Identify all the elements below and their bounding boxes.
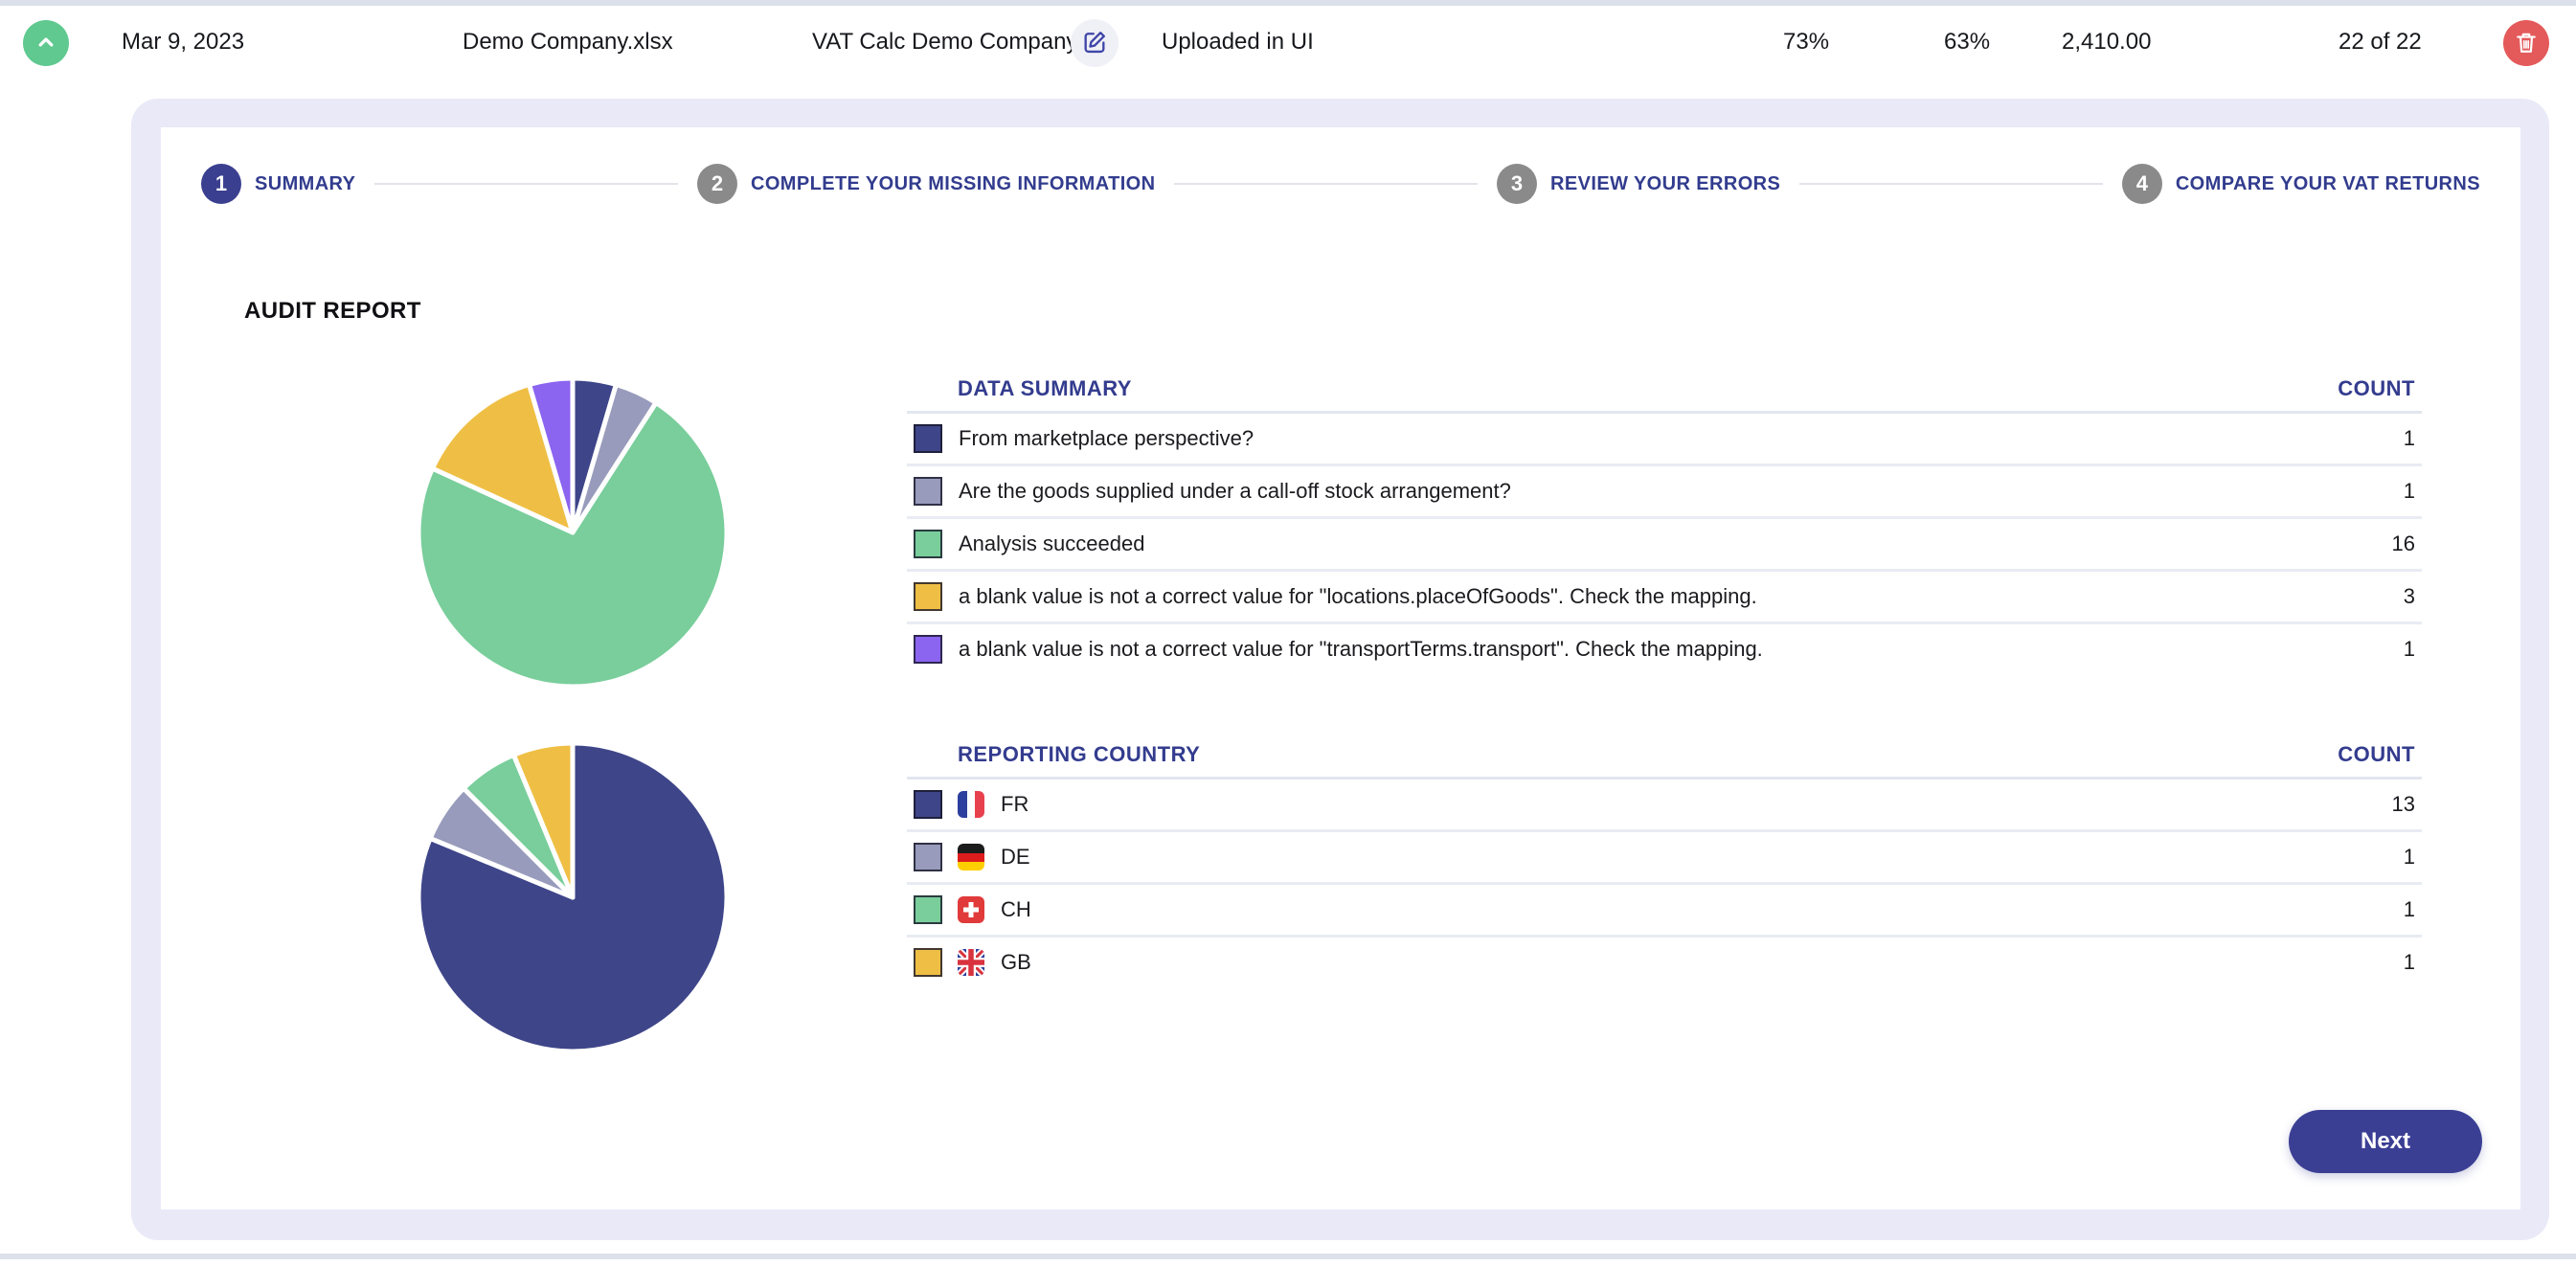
data-summary-row: a blank value is not a correct value for… xyxy=(907,572,2422,624)
reporting-country-row: GB 1 xyxy=(907,938,2422,987)
row-amount: 2,410.00 xyxy=(2062,29,2152,55)
series-color-swatch xyxy=(914,843,942,871)
pie-slice xyxy=(416,400,730,690)
edit-pencil-icon xyxy=(1081,29,1108,58)
flag-fr-icon xyxy=(958,791,984,818)
top-divider xyxy=(0,0,2576,6)
step-connector xyxy=(1799,183,2103,185)
data-summary-row: Are the goods supplied under a call-off … xyxy=(907,466,2422,519)
step-number-badge: 1 xyxy=(201,164,241,204)
row-label: a blank value is not a correct value for… xyxy=(959,637,1763,661)
step-connector xyxy=(1174,183,1479,185)
row-file-name: Demo Company.xlsx xyxy=(463,29,673,55)
step-summary[interactable]: 1 SUMMARY xyxy=(201,164,355,204)
row-label: a blank value is not a correct value for… xyxy=(959,584,1757,608)
pie-slice xyxy=(510,740,576,900)
step-label: REVIEW YOUR ERRORS xyxy=(1550,172,1781,194)
step-label: COMPLETE YOUR MISSING INFORMATION xyxy=(750,172,1156,194)
reporting-country-count-header: COUNT xyxy=(2338,742,2415,766)
data-summary-table-header: DATA SUMMARY COUNT xyxy=(907,367,2422,414)
delete-row-button[interactable] xyxy=(2503,20,2549,66)
reporting-country-rows: FR 13 DE 1 CH 1 GB 1 xyxy=(907,780,2422,987)
row-count: 1 xyxy=(2403,950,2415,974)
series-color-swatch xyxy=(914,790,942,819)
data-summary-title: DATA SUMMARY xyxy=(958,376,1132,400)
step-review-your-errors[interactable]: 3 REVIEW YOUR ERRORS xyxy=(1497,164,1780,204)
data-summary-row: From marketplace perspective? 1 xyxy=(907,414,2422,466)
row-label: From marketplace perspective? xyxy=(959,426,1254,450)
collapse-row-button[interactable] xyxy=(23,20,69,66)
series-color-swatch xyxy=(914,895,942,924)
row-label: Are the goods supplied under a call-off … xyxy=(959,479,1511,503)
pie-slice xyxy=(527,375,576,535)
data-summary-pie-chart xyxy=(413,373,733,692)
flag-ch-icon xyxy=(958,896,984,923)
reporting-country-row: DE 1 xyxy=(907,832,2422,885)
country-code: GB xyxy=(1001,950,1031,974)
step-label: SUMMARY xyxy=(255,172,356,194)
flag-de-icon xyxy=(958,844,984,870)
bottom-divider xyxy=(0,1254,2576,1259)
row-date: Mar 9, 2023 xyxy=(122,29,245,55)
stepper: 1 SUMMARY 2 COMPLETE YOUR MISSING INFORMATI… xyxy=(201,164,2480,204)
trash-icon xyxy=(2514,30,2539,57)
data-summary-rows: From marketplace perspective? 1 Are the go… xyxy=(907,414,2422,674)
step-label: COMPARE YOUR VAT RETURNS xyxy=(2175,172,2480,194)
audit-report-title: AUDIT REPORT xyxy=(244,298,421,324)
data-summary-count-header: COUNT xyxy=(2338,376,2415,400)
row-count: 1 xyxy=(2403,845,2415,869)
row-count: 1 xyxy=(2403,637,2415,661)
step-compare-your-vat-returns[interactable]: 4 COMPARE YOUR VAT RETURNS xyxy=(2121,164,2480,204)
row-metric-2: 63% xyxy=(1944,29,1991,55)
step-number-badge: 2 xyxy=(696,164,737,204)
reporting-country-title: REPORTING COUNTRY xyxy=(958,742,1201,766)
row-metric-1: 73% xyxy=(1783,29,1830,55)
row-count: 1 xyxy=(2403,897,2415,921)
step-number-badge: 3 xyxy=(1497,164,1538,204)
reporting-country-table-header: REPORTING COUNTRY COUNT xyxy=(907,733,2422,780)
country-code: FR xyxy=(1001,792,1029,816)
series-color-swatch xyxy=(914,582,942,611)
audit-panel: 1 SUMMARY 2 COMPLETE YOUR MISSING INFORMATI… xyxy=(131,99,2549,1240)
row-count: 13 xyxy=(2391,792,2415,816)
edit-company-button[interactable] xyxy=(1071,19,1119,67)
row-count: 3 xyxy=(2403,584,2415,608)
step-connector xyxy=(374,183,678,185)
series-color-swatch xyxy=(914,424,942,453)
series-color-swatch xyxy=(914,477,942,506)
series-color-swatch xyxy=(914,948,942,977)
chevron-up-icon xyxy=(33,29,59,58)
flag-gb-icon xyxy=(958,949,984,976)
data-summary-table: DATA SUMMARY COUNT From marketplace pers… xyxy=(907,367,2422,674)
row-count: 1 xyxy=(2403,426,2415,450)
data-summary-row: a blank value is not a correct value for… xyxy=(907,624,2422,674)
row-upload-source: Uploaded in UI xyxy=(1162,29,1314,55)
step-complete-your-missing-information[interactable]: 2 COMPLETE YOUR MISSING INFORMATION xyxy=(696,164,1156,204)
next-button[interactable]: Next xyxy=(2289,1110,2482,1173)
row-progress: 22 of 22 xyxy=(2339,29,2422,55)
reporting-country-table: REPORTING COUNTRY COUNT FR 13 DE 1 CH 1 GB 1 xyxy=(907,733,2422,987)
country-code: CH xyxy=(1001,897,1031,921)
audit-card: 1 SUMMARY 2 COMPLETE YOUR MISSING INFORMATI… xyxy=(161,127,2520,1209)
row-count: 16 xyxy=(2391,531,2415,555)
series-color-swatch xyxy=(914,635,942,664)
reporting-country-pie-chart xyxy=(413,737,733,1057)
country-code: DE xyxy=(1001,845,1030,869)
reporting-country-row: FR 13 xyxy=(907,780,2422,832)
row-company-name: VAT Calc Demo Company xyxy=(812,29,1078,55)
row-count: 1 xyxy=(2403,479,2415,503)
reporting-country-row: CH 1 xyxy=(907,885,2422,938)
top-bar: Mar 9, 2023 Demo Company.xlsx VAT Calc D… xyxy=(0,6,2576,79)
step-number-badge: 4 xyxy=(2121,164,2162,204)
series-color-swatch xyxy=(914,530,942,558)
data-summary-row: Analysis succeeded 16 xyxy=(907,519,2422,572)
row-label: Analysis succeeded xyxy=(959,531,1145,555)
